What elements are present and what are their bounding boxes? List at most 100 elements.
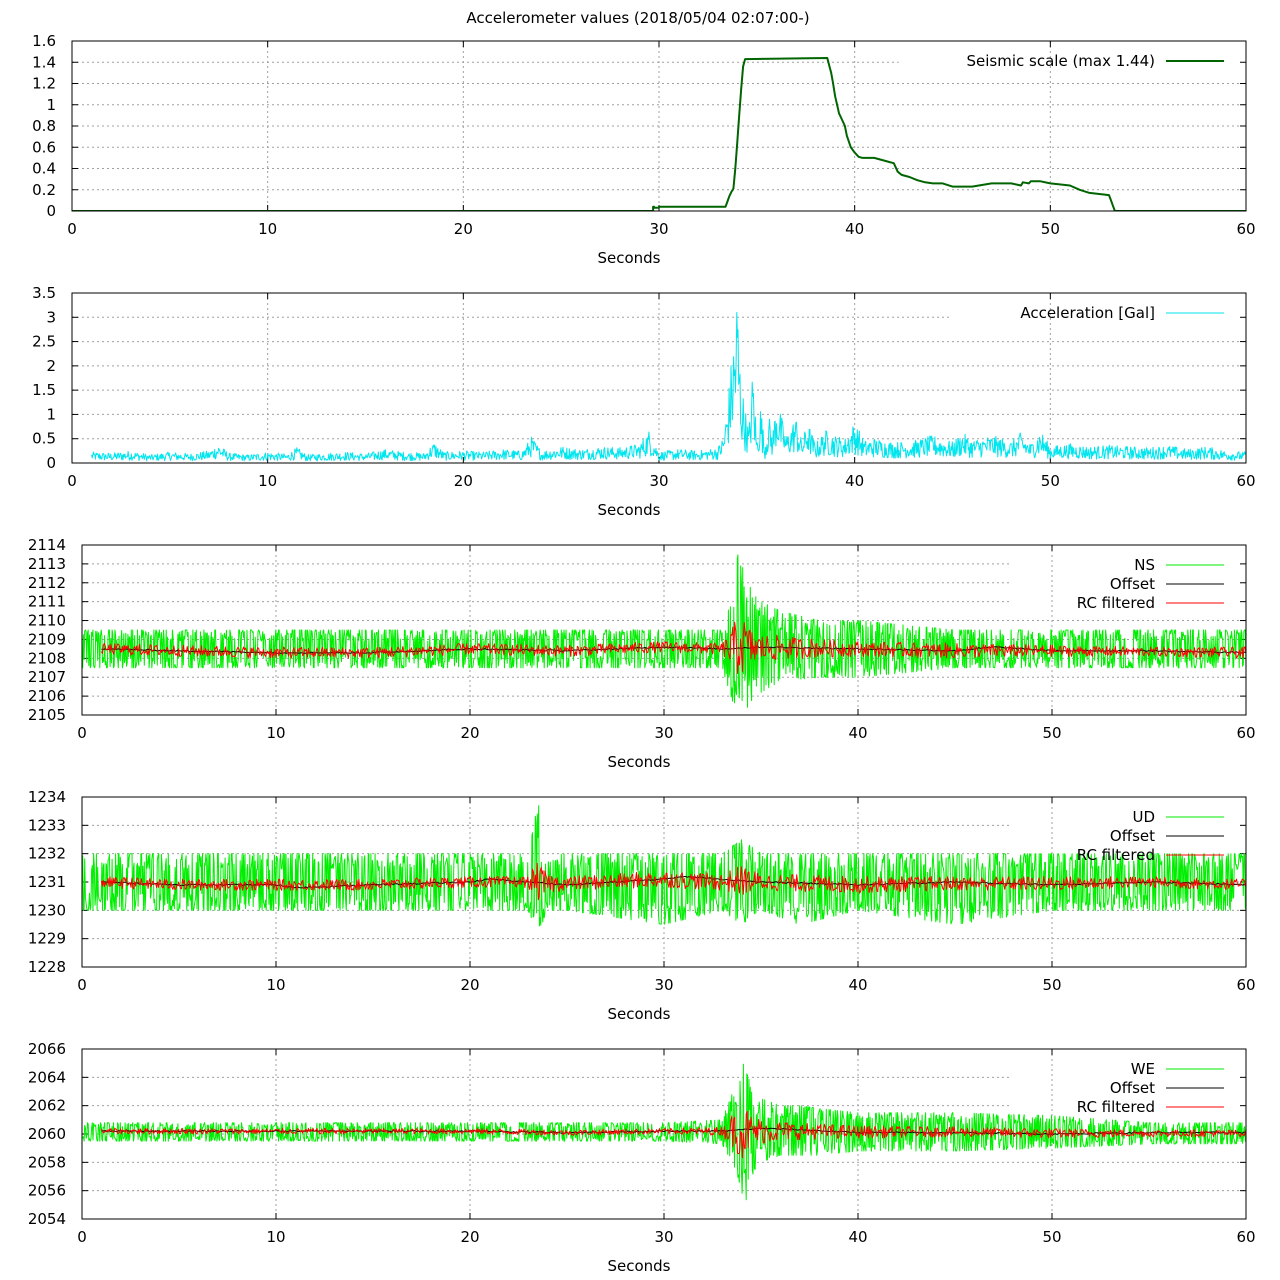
- ytick-label: 1231: [28, 873, 66, 891]
- figure-title: Accelerometer values (2018/05/04 02:07:0…: [466, 9, 809, 27]
- legend-label: UD: [1132, 808, 1155, 826]
- series-line-rc-filtered: [100, 1110, 1246, 1159]
- x-axis-label: Seconds: [607, 753, 670, 771]
- xtick-label: 0: [67, 472, 77, 490]
- xtick-label: 60: [1236, 1228, 1255, 1246]
- plot-frame: [81, 796, 1247, 968]
- plot-area: [82, 554, 1246, 708]
- ytick-label: 2111: [28, 593, 66, 611]
- xtick-label: 30: [654, 1228, 673, 1246]
- ytick-label: 1: [46, 405, 56, 423]
- xtick-label: 60: [1236, 220, 1255, 238]
- plot-frame: [81, 544, 1247, 716]
- series-line-rc-filtered: [100, 862, 1246, 901]
- xtick-label: 50: [1042, 976, 1061, 994]
- ytick-label: 1230: [28, 901, 66, 919]
- xtick-label: 50: [1042, 724, 1061, 742]
- xtick-label: 0: [67, 220, 77, 238]
- ytick-label: 2062: [28, 1097, 66, 1115]
- xtick-label: 10: [266, 724, 285, 742]
- xtick-label: 40: [848, 724, 867, 742]
- xtick-label: 0: [77, 1228, 87, 1246]
- plot-area: [72, 57, 1246, 211]
- ytick-label: 2058: [28, 1153, 66, 1171]
- ytick-label: 2108: [28, 649, 66, 667]
- ytick-label: 2107: [28, 668, 66, 686]
- legend-label: Seismic scale (max 1.44): [967, 52, 1156, 70]
- ytick-label: 0: [46, 454, 56, 472]
- ytick-label: 2114: [28, 536, 66, 554]
- xtick-label: 60: [1236, 976, 1255, 994]
- ytick-label: 2.5: [32, 333, 56, 351]
- xtick-label: 20: [460, 1228, 479, 1246]
- ytick-label: 2109: [28, 630, 66, 648]
- ytick-label: 1.5: [32, 381, 56, 399]
- chart-panel-3: 2105210621072108210921102111211221132114…: [28, 536, 1256, 771]
- ytick-label: 1228: [28, 958, 66, 976]
- ytick-label: 2060: [28, 1125, 66, 1143]
- ytick-label: 2054: [28, 1210, 66, 1228]
- ytick-label: 0.4: [32, 160, 56, 178]
- ytick-label: 2105: [28, 706, 66, 724]
- xtick-label: 10: [266, 976, 285, 994]
- legend-label: Offset: [1110, 575, 1155, 593]
- xtick-label: 20: [460, 976, 479, 994]
- xtick-label: 0: [77, 976, 87, 994]
- xtick-label: 10: [258, 220, 277, 238]
- legend-label: WE: [1131, 1060, 1155, 1078]
- xtick-label: 0: [77, 724, 87, 742]
- x-axis-label: Seconds: [607, 1257, 670, 1275]
- legend-label: Offset: [1110, 827, 1155, 845]
- ytick-label: 1233: [28, 816, 66, 834]
- legend-label: RC filtered: [1077, 846, 1155, 864]
- ytick-label: 2113: [28, 555, 66, 573]
- ytick-label: 1232: [28, 845, 66, 863]
- plot-frame: [81, 1048, 1247, 1220]
- plot-area: [82, 1063, 1246, 1201]
- legend-label: Offset: [1110, 1079, 1155, 1097]
- xtick-label: 40: [845, 220, 864, 238]
- ytick-label: 3.5: [32, 284, 56, 302]
- xtick-label: 10: [266, 1228, 285, 1246]
- legend-label: Acceleration [Gal]: [1020, 304, 1155, 322]
- xtick-label: 50: [1042, 1228, 1061, 1246]
- xtick-label: 40: [848, 976, 867, 994]
- ytick-label: 1229: [28, 930, 66, 948]
- ytick-label: 0.5: [32, 430, 56, 448]
- xtick-label: 30: [649, 472, 668, 490]
- xtick-label: 50: [1041, 472, 1060, 490]
- plot-area: [91, 311, 1246, 462]
- series-line-rc-filtered: [100, 621, 1246, 674]
- ytick-label: 0.6: [32, 138, 56, 156]
- series-line-seismic-scale-max-1-44: [72, 57, 1246, 211]
- ytick-label: 0: [46, 202, 56, 220]
- chart-panel-5: 2054 2056 2058 2060 2062 2064 2066 0 10 20 30 40 50 6…: [28, 1040, 1256, 1275]
- ytick-label: 3: [46, 308, 56, 326]
- x-axis-label: Seconds: [597, 501, 660, 519]
- ytick-label: 2106: [28, 687, 66, 705]
- xtick-label: 40: [848, 1228, 867, 1246]
- ytick-label: 2064: [28, 1068, 66, 1086]
- xtick-label: 20: [460, 724, 479, 742]
- ytick-label: 1: [46, 96, 56, 114]
- plot-frame: [71, 40, 1247, 212]
- xtick-label: 30: [654, 724, 673, 742]
- ytick-label: 2112: [28, 574, 66, 592]
- x-axis-label: Seconds: [607, 1005, 670, 1023]
- ytick-label: 1.2: [32, 75, 56, 93]
- chart-panel-2: 0 0.5 1 1.5 2 2.5 3 3.5 0 10 20 30 40 50 60 Seconds Acce…: [32, 284, 1255, 519]
- xtick-label: 10: [258, 472, 277, 490]
- ytick-label: 2: [46, 357, 56, 375]
- ytick-label: 0.8: [32, 117, 56, 135]
- xtick-label: 40: [845, 472, 864, 490]
- chart-panel-1: 0 0.2 0.4 0.6 0.8 1 1.2 1.4 1.6 0 10 20 30 40 50 60 Seco…: [32, 32, 1255, 267]
- chart-panel-4: 1228 1229 1230 1231 1232 1233 1234 0 10 20 30 40 50 6…: [28, 788, 1256, 1023]
- series-line-ud: [82, 805, 1246, 927]
- xtick-label: 20: [454, 220, 473, 238]
- xtick-label: 30: [649, 220, 668, 238]
- ytick-label: 0.2: [32, 181, 56, 199]
- ytick-label: 2056: [28, 1182, 66, 1200]
- xtick-label: 30: [654, 976, 673, 994]
